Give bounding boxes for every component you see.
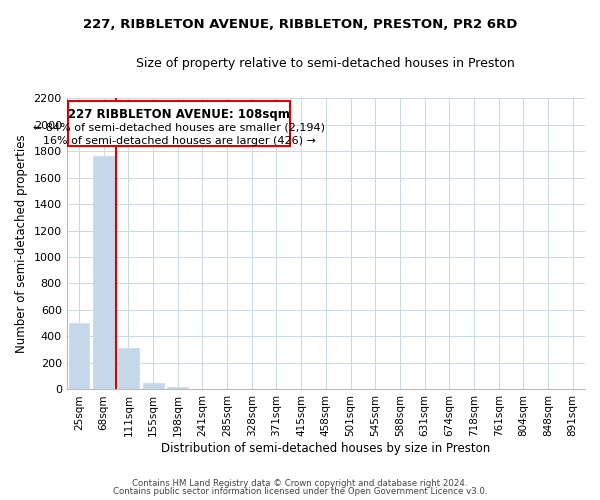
Bar — [192, 389, 213, 390]
Text: 16% of semi-detached houses are larger (426) →: 16% of semi-detached houses are larger (… — [43, 136, 316, 146]
Bar — [118, 348, 139, 390]
Text: Contains HM Land Registry data © Crown copyright and database right 2024.: Contains HM Land Registry data © Crown c… — [132, 478, 468, 488]
FancyBboxPatch shape — [68, 100, 290, 146]
Bar — [93, 156, 114, 390]
Text: Contains public sector information licensed under the Open Government Licence v3: Contains public sector information licen… — [113, 487, 487, 496]
Bar — [143, 383, 164, 390]
Y-axis label: Number of semi-detached properties: Number of semi-detached properties — [15, 134, 28, 353]
Title: Size of property relative to semi-detached houses in Preston: Size of property relative to semi-detach… — [136, 58, 515, 70]
Text: ← 84% of semi-detached houses are smaller (2,194): ← 84% of semi-detached houses are smalle… — [33, 122, 325, 132]
X-axis label: Distribution of semi-detached houses by size in Preston: Distribution of semi-detached houses by … — [161, 442, 490, 455]
Bar — [167, 388, 188, 390]
Bar — [68, 323, 89, 390]
Text: 227 RIBBLETON AVENUE: 108sqm: 227 RIBBLETON AVENUE: 108sqm — [68, 108, 290, 121]
Text: 227, RIBBLETON AVENUE, RIBBLETON, PRESTON, PR2 6RD: 227, RIBBLETON AVENUE, RIBBLETON, PRESTO… — [83, 18, 517, 30]
